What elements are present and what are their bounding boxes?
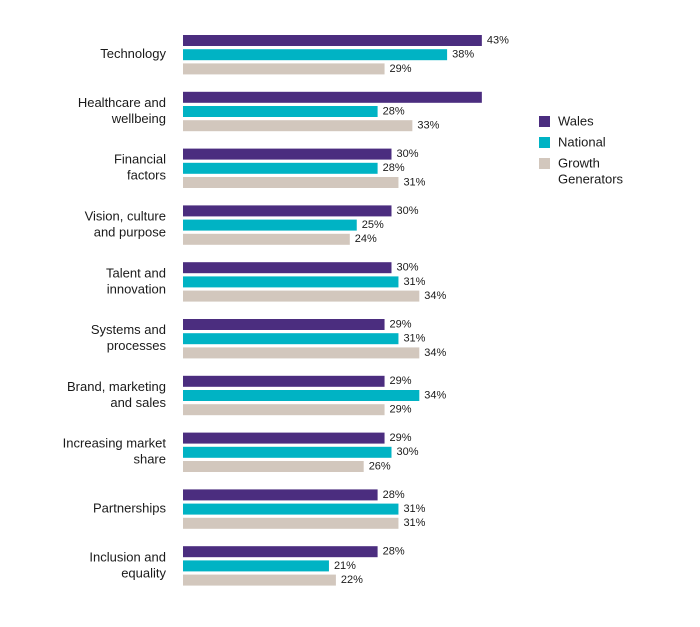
data-label: 31% <box>403 503 425 515</box>
data-label: 43% <box>487 34 509 46</box>
bar <box>183 574 336 586</box>
data-label: 28% <box>383 162 405 174</box>
bar <box>183 446 392 458</box>
data-label: 38% <box>452 49 474 61</box>
bar <box>183 205 392 217</box>
category-label: and sales <box>110 395 166 410</box>
category-label: and purpose <box>94 225 166 240</box>
bar <box>183 106 378 117</box>
data-label: 29% <box>390 318 412 330</box>
data-label: 34% <box>424 347 446 359</box>
bar <box>183 276 399 288</box>
data-label: 31% <box>403 333 425 345</box>
bar <box>183 91 482 103</box>
data-label: 28% <box>383 546 405 558</box>
category-label: innovation <box>107 281 166 296</box>
data-label: 30% <box>397 446 419 458</box>
legend-label: Generators <box>558 171 624 186</box>
bar <box>183 148 392 160</box>
category-label: Brand, marketing <box>67 379 166 394</box>
category-label: share <box>133 452 166 467</box>
category-label: Partnerships <box>93 501 166 516</box>
data-label: 33% <box>417 120 439 132</box>
data-label: 28% <box>383 105 405 117</box>
bar <box>183 517 399 529</box>
bar <box>183 35 482 46</box>
category-label: Financial <box>114 152 166 167</box>
bar <box>183 319 385 330</box>
bar <box>183 404 385 416</box>
bar <box>183 162 378 174</box>
data-label: 25% <box>362 219 384 231</box>
legend-label: Growth <box>558 155 600 170</box>
data-label: 29% <box>390 432 412 444</box>
category-label: factors <box>127 168 167 183</box>
bar <box>183 347 420 359</box>
data-label: 21% <box>334 560 356 572</box>
bar <box>183 177 399 188</box>
data-label: 31% <box>403 176 425 188</box>
data-label: 34% <box>424 389 446 401</box>
data-label: 22% <box>341 574 363 586</box>
bar <box>183 233 350 245</box>
legend-swatch <box>539 137 550 148</box>
category-label: equality <box>121 565 166 580</box>
data-label: 30% <box>397 205 419 217</box>
category-label: Vision, culture <box>85 209 166 224</box>
category-label: processes <box>107 338 167 353</box>
data-label: 30% <box>397 262 419 274</box>
category-label: Systems and <box>91 322 166 337</box>
bar <box>183 333 399 345</box>
bar <box>183 489 378 501</box>
bar <box>183 560 329 572</box>
data-label: 29% <box>390 404 412 416</box>
bar <box>183 290 420 302</box>
bar <box>183 390 420 401</box>
category-label: Inclusion and <box>89 549 166 564</box>
bar <box>183 432 385 444</box>
data-label: 31% <box>403 276 425 288</box>
bar <box>183 219 357 231</box>
data-label: 29% <box>390 63 412 75</box>
category-label: Healthcare and <box>78 95 166 110</box>
legend-label: Wales <box>558 113 594 128</box>
bar <box>183 375 385 387</box>
category-label: Technology <box>100 46 166 61</box>
category-label: Talent and <box>106 265 166 280</box>
legend-swatch <box>539 158 550 169</box>
bar <box>183 49 448 61</box>
bar <box>183 503 399 515</box>
data-label: 30% <box>397 148 419 160</box>
data-label: 34% <box>424 290 446 302</box>
data-label: 29% <box>390 375 412 387</box>
legend-swatch <box>539 116 550 127</box>
data-label: 28% <box>383 489 405 501</box>
data-label: 26% <box>369 460 391 472</box>
legend-label: National <box>558 134 606 149</box>
data-label: 24% <box>355 233 377 245</box>
category-label: Increasing market <box>63 436 167 451</box>
bar <box>183 120 413 132</box>
category-label: wellbeing <box>111 111 166 126</box>
bar <box>183 461 364 472</box>
bar <box>183 546 378 558</box>
bar <box>183 63 385 75</box>
bar <box>183 262 392 274</box>
data-label: 31% <box>403 517 425 529</box>
